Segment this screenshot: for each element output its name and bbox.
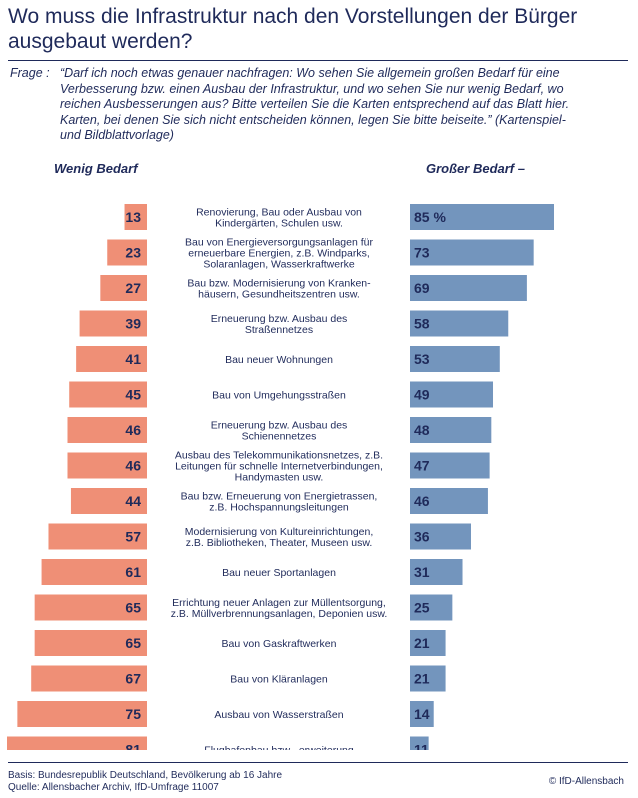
right-bar-10 <box>410 559 463 585</box>
right-bar-3 <box>410 310 509 337</box>
right-bar-9 <box>410 523 471 550</box>
left-bar-10 <box>41 559 147 585</box>
category-label-15: Flughafenbau bzw. -erweiterung <box>204 745 354 751</box>
category-label-12: Bau von Gaskraftwerken <box>222 638 337 650</box>
footer-basis: Basis: Bundesrepublik Deutschland, Bevöl… <box>8 770 283 781</box>
category-label-14: Ausbau von Wasserstraßen <box>214 709 343 721</box>
left-bar-12 <box>34 630 147 656</box>
left-bar-2 <box>100 275 147 301</box>
left-value-label-8: 44 <box>125 493 141 509</box>
right-value-label-13: 21 <box>414 671 430 687</box>
left-bar-14 <box>17 701 147 727</box>
left-value-label-7: 46 <box>125 458 141 474</box>
left-value-label-1: 23 <box>125 245 141 261</box>
right-value-label-0: 85 % <box>414 209 446 225</box>
right-value-label-7: 47 <box>414 458 430 474</box>
left-value-label-2: 27 <box>125 280 141 296</box>
left-value-label-10: 61 <box>125 564 141 580</box>
left-value-label-3: 39 <box>125 316 141 332</box>
left-bar-8 <box>70 488 147 514</box>
left-value-label-6: 46 <box>125 422 141 438</box>
right-bar-2 <box>410 275 527 301</box>
right-value-label-4: 53 <box>414 351 430 367</box>
left-value-label-4: 41 <box>125 351 141 367</box>
left-bar-11 <box>34 594 147 621</box>
left-bar-1 <box>107 239 147 266</box>
chart-title: Wo muss die Infrastruktur nach den Vorst… <box>8 5 578 53</box>
left-bar-7 <box>67 452 147 479</box>
left-value-label-12: 65 <box>125 635 141 651</box>
category-label-4: Bau neuer Wohnungen <box>225 354 333 366</box>
question-label: Frage : <box>10 66 50 80</box>
footer-divider <box>8 762 628 763</box>
right-value-label-1: 73 <box>414 245 430 261</box>
category-label-3: Erneuerung bzw. Ausbau des Straßennetzes <box>211 313 348 336</box>
right-bar-5 <box>410 381 494 408</box>
title-divider <box>8 60 628 61</box>
copyright: © IfD-Allensbach <box>548 776 624 787</box>
left-header: Wenig Bedarf <box>54 161 138 176</box>
left-value-label-5: 45 <box>125 387 141 403</box>
right-value-label-9: 36 <box>414 529 430 545</box>
left-value-label-0: 13 <box>125 209 141 225</box>
category-label-6: Erneuerung bzw. Ausbau des Schienennetzes <box>211 420 348 443</box>
left-value-label-11: 65 <box>125 600 141 616</box>
left-bar-0 <box>124 204 147 230</box>
right-value-label-6: 48 <box>414 422 430 438</box>
right-value-label-11: 25 <box>414 600 430 616</box>
category-label-10: Bau neuer Sportanlagen <box>222 567 336 579</box>
right-bar-6 <box>410 417 492 443</box>
left-value-label-14: 75 <box>125 706 141 722</box>
left-bar-9 <box>48 523 148 550</box>
category-label-13: Bau von Kläranlagen <box>230 674 328 686</box>
right-value-label-5: 49 <box>414 387 430 403</box>
right-value-label-15: 11 <box>414 742 429 751</box>
right-header: Großer Bedarf – <box>426 161 525 176</box>
category-label-9: Modernisierung von Kultureinrichtungen, z… <box>185 526 374 549</box>
category-label-1: Bau von Energieversorgungsanlagen für ern… <box>185 237 373 271</box>
category-label-0: Renovierung, Bau oder Ausbau von Kindergä… <box>196 207 362 230</box>
left-bar-4 <box>76 346 147 372</box>
right-value-label-14: 14 <box>414 706 430 722</box>
right-bar-0 <box>410 204 554 230</box>
left-bar-5 <box>69 381 147 408</box>
right-bar-1 <box>410 239 534 266</box>
category-label-2: Bau bzw. Modernisierung von Kranken-häus… <box>187 278 371 301</box>
left-bar-15 <box>7 736 147 750</box>
right-value-label-8: 46 <box>414 493 430 509</box>
right-bar-7 <box>410 452 490 479</box>
right-value-label-2: 69 <box>414 280 430 296</box>
left-value-label-15: 81 <box>125 742 141 751</box>
category-label-7: Ausbau des Telekommunikationsnetzes, z.B… <box>175 450 383 484</box>
right-bar-4 <box>410 346 500 372</box>
right-bar-12 <box>410 630 446 656</box>
left-value-label-13: 67 <box>125 671 141 687</box>
left-bar-6 <box>67 417 147 443</box>
right-value-label-12: 21 <box>414 635 430 651</box>
right-bar-8 <box>410 488 488 514</box>
right-value-label-10: 31 <box>414 564 430 580</box>
right-value-label-3: 58 <box>414 316 430 332</box>
left-bar-3 <box>79 310 147 337</box>
footer: Basis: Bundesrepublik Deutschland, Bevöl… <box>8 770 282 794</box>
right-bar-13 <box>410 665 446 692</box>
right-bar-11 <box>410 594 453 621</box>
right-bar-14 <box>410 701 434 727</box>
left-value-label-9: 57 <box>125 529 141 545</box>
footer-source: Quelle: Allensbacher Archiv, IfD-Umfrage… <box>8 782 219 793</box>
category-label-8: Bau bzw. Erneuerung von Energietrassen, z… <box>181 491 378 514</box>
diverging-bar-chart: 13 85 % Renovierung, Bau oder Ausbau von Ki… <box>7 204 554 751</box>
question-text: “Darf ich noch etwas genauer nachfragen:… <box>60 66 570 142</box>
category-label-5: Bau von Umgehungsstraßen <box>212 390 346 402</box>
category-label-11: Errichtung neuer Anlagen zur Müllentsorg… <box>171 597 388 620</box>
right-bar-15 <box>410 736 429 750</box>
left-bar-13 <box>31 665 147 692</box>
